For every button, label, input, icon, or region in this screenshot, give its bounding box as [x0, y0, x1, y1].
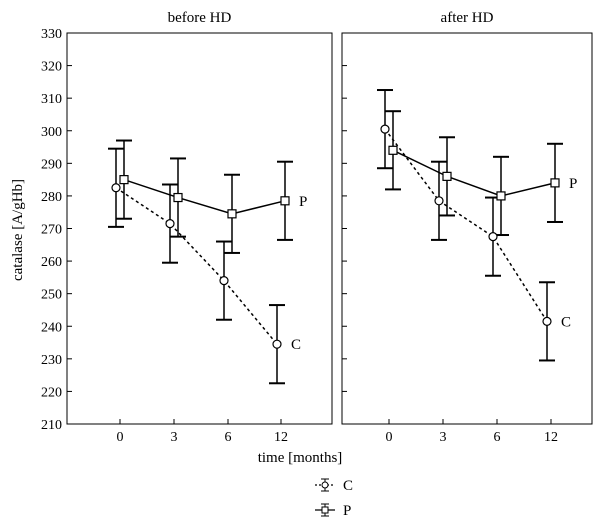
- series-line-c: [115, 187, 278, 345]
- series-label-c: C: [561, 314, 571, 330]
- y-tick-label: 260: [41, 255, 62, 270]
- data-point-p: [173, 192, 183, 203]
- data-point-c: [272, 339, 282, 349]
- x-tick-label: 3: [440, 430, 447, 445]
- data-point-p: [227, 209, 237, 219]
- panel-title: after HD: [441, 10, 494, 26]
- series-label-c: C: [291, 337, 301, 353]
- x-tick-label: 0: [117, 430, 124, 445]
- series-line-p: [123, 178, 286, 215]
- legend-marker-square: [321, 506, 329, 514]
- y-tick-label: 320: [41, 60, 62, 75]
- y-tick-label: 300: [41, 125, 62, 140]
- y-axis-label: catalase [A/gHb]: [10, 179, 26, 281]
- series-line-p: [392, 149, 556, 197]
- x-tick-label: 3: [171, 430, 178, 445]
- data-point-p: [388, 145, 398, 155]
- data-point-c: [219, 276, 229, 286]
- y-tick-label: 210: [41, 418, 62, 433]
- legend-marker-circle: [321, 481, 329, 489]
- x-tick-label: 6: [494, 430, 501, 445]
- data-point-p: [550, 178, 560, 188]
- y-tick-label: 270: [41, 223, 62, 238]
- legend-item-c: C: [315, 478, 353, 494]
- panel-1: before HD 210 220 230 240 250 260 270 280 290 300 3…: [41, 10, 333, 445]
- x-axis-label: time [months]: [258, 450, 343, 466]
- y-tick-label: 240: [41, 320, 62, 335]
- y-tick-label: 250: [41, 288, 62, 303]
- x-tick-label: 12: [274, 430, 288, 445]
- data-point-c: [542, 316, 552, 326]
- panel-2: after HD 0 3 6 12 C P: [341, 10, 593, 445]
- data-point-c: [380, 124, 390, 134]
- data-point-p: [496, 191, 506, 201]
- series-label-p: P: [299, 194, 307, 210]
- data-point-c: [111, 183, 121, 193]
- x-tick-label: 12: [544, 430, 558, 445]
- y-tick-label: 280: [41, 190, 62, 205]
- plot-frame: [66, 32, 333, 425]
- legend-item-p: P: [315, 503, 351, 519]
- y-tick-label: 230: [41, 353, 62, 368]
- y-tick-label: 290: [41, 157, 62, 172]
- y-tick-label: 310: [41, 92, 62, 107]
- data-point-p: [280, 196, 290, 206]
- x-tick-label: 0: [386, 430, 393, 445]
- legend-label: P: [343, 503, 351, 519]
- data-point-c: [488, 232, 498, 242]
- y-tick-label: 330: [41, 27, 62, 42]
- panels-group: before HD2102202302402502602702802903003…: [41, 10, 593, 445]
- panel-title: before HD: [168, 10, 232, 26]
- series-line-c: [384, 128, 548, 322]
- plot-frame: [341, 32, 593, 425]
- series-label-p: P: [569, 176, 577, 192]
- data-point-c: [434, 196, 444, 206]
- data-point-p: [442, 171, 452, 181]
- x-tick-label: 6: [225, 430, 232, 445]
- legend-label: C: [343, 478, 353, 494]
- legend: CP: [315, 478, 353, 519]
- y-tick-label: 220: [41, 385, 62, 400]
- data-point-c: [165, 219, 175, 229]
- data-point-p: [119, 175, 129, 185]
